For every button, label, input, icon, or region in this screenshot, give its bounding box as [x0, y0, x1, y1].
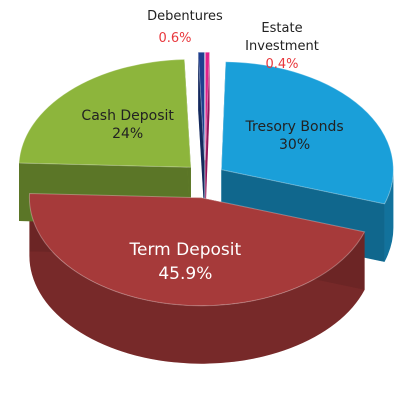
category-name: Tresory Bonds	[245, 118, 344, 135]
slice-top	[197, 51, 206, 161]
category-name: Debentures	[147, 9, 223, 24]
slice-label: Cash Deposit 24%	[81, 107, 174, 143]
slice-top	[220, 61, 394, 205]
category-name: Term Deposit	[129, 240, 242, 261]
value-label: 24%	[112, 126, 144, 143]
slice-top	[204, 51, 211, 161]
slice-label: Tresory Bonds 30%	[246, 118, 344, 154]
category-name: Cash Deposit	[81, 108, 174, 125]
slice-wall	[205, 52, 210, 219]
slice-wall-shade	[205, 52, 210, 219]
slice-side	[384, 169, 394, 262]
category-name: Estate Investment	[245, 21, 319, 54]
slice-label: Debentures 0.6%	[145, 8, 225, 48]
value-label: 45.9%	[158, 264, 213, 285]
value-label: 0.6%	[158, 31, 192, 46]
value-label: 0.4%	[265, 57, 299, 72]
slice-top	[28, 192, 366, 307]
slice-label: Term Deposit 45.9%	[130, 238, 242, 286]
slice-shade	[384, 169, 394, 262]
slice-label: Estate Investment 0.4%	[242, 20, 322, 74]
slice-side	[29, 197, 365, 364]
value-label: 30%	[279, 136, 311, 153]
slice-top	[18, 58, 192, 168]
slice-shade	[29, 197, 365, 364]
slice-wall	[198, 52, 205, 219]
slice-wall-shade	[198, 52, 205, 219]
